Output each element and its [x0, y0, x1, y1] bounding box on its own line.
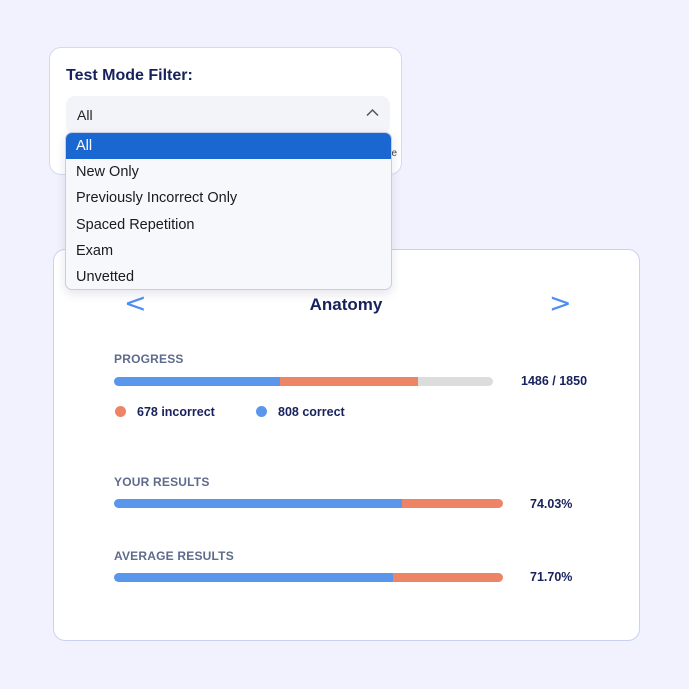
your-results-value: 74.03%: [530, 497, 573, 511]
incorrect-count: 678 incorrect: [137, 405, 215, 419]
incorrect-legend-dot: [115, 406, 126, 417]
correct-count: 808 correct: [278, 405, 345, 419]
select-current-value: All: [77, 107, 93, 123]
progress-correct-segment: [114, 377, 280, 386]
your-results-bar: [114, 499, 503, 508]
average-results-bar: [114, 573, 503, 582]
your-results-correct-segment: [114, 499, 402, 508]
next-subject-button[interactable]: >: [549, 288, 572, 319]
average-results-value: 71.70%: [530, 570, 573, 584]
filter-title: Test Mode Filter:: [66, 67, 193, 84]
test-mode-select[interactable]: [66, 96, 390, 134]
correct-legend-dot: [256, 406, 267, 417]
previous-subject-button[interactable]: <: [124, 288, 147, 319]
progress-label: PROGRESS: [114, 352, 184, 366]
progress-value: 1486 / 1850: [521, 374, 588, 388]
dropdown-option[interactable]: Spaced Repetition: [76, 216, 195, 233]
dropdown-menu: All New Only Previously Incorrect Only Spac…: [65, 132, 392, 290]
dropdown-option[interactable]: New Only: [76, 164, 139, 181]
progress-bar: [114, 377, 493, 386]
chevron-up-icon[interactable]: [366, 108, 379, 117]
dropdown-option[interactable]: Previously Incorrect Only: [76, 190, 238, 207]
subject-title: Anatomy: [309, 295, 383, 314]
progress-incorrect-segment: [279, 377, 419, 386]
dropdown-option[interactable]: Unvetted: [76, 269, 135, 285]
average-results-incorrect-segment: [392, 573, 503, 582]
dropdown-option[interactable]: Exam: [76, 242, 114, 259]
your-results-incorrect-segment: [401, 499, 503, 508]
average-results-correct-segment: [114, 573, 393, 582]
dropdown-option[interactable]: All: [66, 133, 391, 159]
average-results-label: AVERAGE RESULTS: [114, 549, 234, 563]
your-results-label: YOUR RESULTS: [114, 475, 210, 489]
